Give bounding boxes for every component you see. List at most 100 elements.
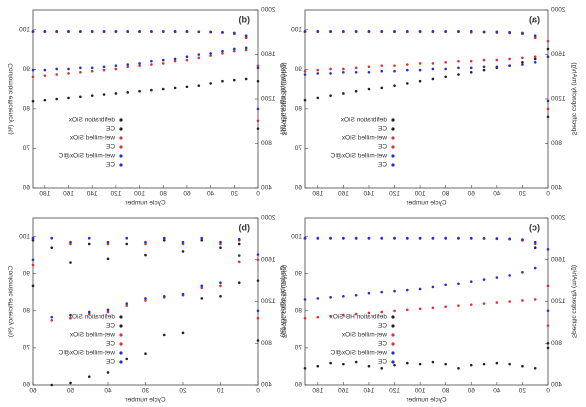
x-tick-label: 80 xyxy=(442,388,450,395)
data-point xyxy=(431,67,435,71)
y-tick-label: 2000 xyxy=(261,7,276,14)
data-point xyxy=(444,236,447,240)
data-point xyxy=(406,361,409,365)
data-point xyxy=(256,127,260,130)
data-point xyxy=(316,72,320,75)
y2-tick-label: 60 xyxy=(294,382,302,389)
y2-tick-label: 90 xyxy=(294,270,302,277)
data-point xyxy=(125,242,129,246)
x-tick-label: 20 xyxy=(518,191,526,198)
legend-label: defibration HB-SiOx xyxy=(329,314,387,321)
data-point xyxy=(31,263,35,267)
data-point xyxy=(354,71,358,74)
data-point xyxy=(508,362,511,366)
data-point xyxy=(233,78,236,82)
y-axis-label: Specific capacity (mAh/g) xyxy=(280,265,287,338)
data-point xyxy=(161,87,165,91)
x-tick-label: 50 xyxy=(67,388,75,395)
data-point xyxy=(256,107,260,111)
legend-label: CE xyxy=(105,126,115,133)
data-point xyxy=(233,47,236,51)
data-point xyxy=(533,57,537,61)
data-point xyxy=(316,364,320,368)
y2-axis-label: Coulombic efficiency (%) xyxy=(280,266,287,337)
data-point xyxy=(495,361,499,365)
y2-axis-label: Coulombic efficiency (%) xyxy=(8,63,15,134)
legend-marker xyxy=(119,127,123,131)
data-point xyxy=(256,339,260,342)
y2-axis-label: Coulombic efficiency (%) xyxy=(280,63,287,134)
data-point xyxy=(418,68,422,72)
data-point xyxy=(55,97,58,101)
data-point xyxy=(138,62,141,65)
data-point xyxy=(508,64,511,67)
y-tick-label: 400 xyxy=(551,185,562,192)
data-point xyxy=(482,302,486,305)
y-tick-label: 2000 xyxy=(261,215,276,222)
y2-tick-label: 70 xyxy=(294,345,302,352)
data-point xyxy=(406,63,409,66)
data-point xyxy=(431,285,435,289)
y-axis-label: Specific capacity (mAh/g) xyxy=(280,62,287,135)
data-point xyxy=(90,94,94,97)
x-tick-label: 40 xyxy=(207,191,215,198)
data-point xyxy=(521,364,524,368)
data-point xyxy=(162,294,166,298)
data-point xyxy=(114,30,118,33)
data-point xyxy=(482,362,486,366)
legend-marker xyxy=(119,136,123,140)
data-point xyxy=(221,30,224,34)
legend-label: CE xyxy=(105,359,115,366)
data-point xyxy=(197,53,201,56)
data-point xyxy=(90,30,94,33)
data-point xyxy=(256,279,260,282)
data-point xyxy=(316,96,320,100)
data-point xyxy=(237,237,241,241)
data-point xyxy=(316,30,320,33)
legend-marker xyxy=(119,163,123,167)
data-point xyxy=(521,299,524,302)
data-point xyxy=(495,237,499,240)
data-point xyxy=(469,280,473,283)
data-point xyxy=(106,257,110,261)
legend-marker xyxy=(391,154,395,158)
data-point xyxy=(303,367,307,370)
data-point xyxy=(144,297,147,300)
data-point xyxy=(354,360,358,364)
data-point xyxy=(354,89,358,93)
data-point xyxy=(431,77,435,81)
legend-marker xyxy=(119,145,123,149)
data-point xyxy=(469,363,473,367)
data-point xyxy=(106,310,110,314)
data-point xyxy=(219,294,222,298)
data-point xyxy=(138,89,141,93)
y2-tick-label: 60 xyxy=(294,185,302,192)
x-tick-label: 160 xyxy=(338,388,349,395)
data-point xyxy=(469,71,473,74)
data-point xyxy=(237,242,241,246)
x-tick-label: 0 xyxy=(546,388,550,395)
data-point xyxy=(482,30,486,34)
data-point xyxy=(546,284,550,288)
y2-tick-label: 80 xyxy=(22,106,30,113)
y-tick-label: 800 xyxy=(261,340,272,347)
y2-tick-label: 90 xyxy=(22,270,30,277)
data-point xyxy=(181,242,185,246)
x-tick-label: 140 xyxy=(363,388,374,395)
data-point xyxy=(87,312,91,316)
data-point xyxy=(367,65,371,69)
x-axis-label: Cycle number xyxy=(125,200,166,207)
x-tick-label: 160 xyxy=(63,191,74,198)
legend-label: wet-milled SiOx@C xyxy=(330,153,388,160)
legend-label: CE xyxy=(377,323,387,330)
legend-label: defibration SiOx xyxy=(68,117,115,124)
data-point xyxy=(69,240,72,244)
data-point xyxy=(138,64,141,67)
panel-label: (c) xyxy=(529,222,540,232)
x-tick-label: 180 xyxy=(39,191,50,198)
data-point xyxy=(50,318,54,322)
data-point xyxy=(406,308,409,312)
data-point xyxy=(546,324,550,327)
data-point xyxy=(367,87,371,91)
data-point xyxy=(431,236,435,240)
